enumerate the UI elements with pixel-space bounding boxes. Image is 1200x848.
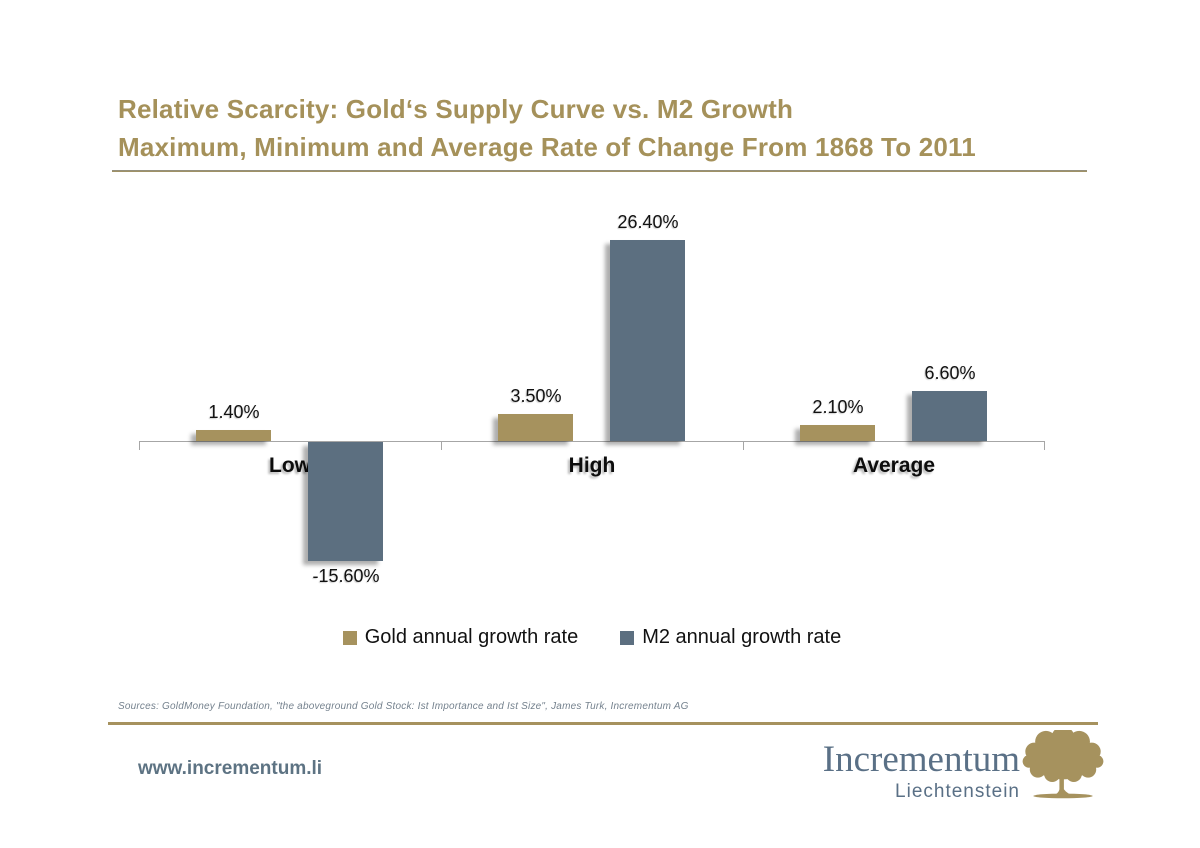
company-logo: Incrementum Liechtenstein xyxy=(823,740,1020,803)
bar-m2-high xyxy=(610,240,685,441)
page-title: Relative Scarcity: Gold‘s Supply Curve v… xyxy=(118,90,1098,166)
bar-chart: Low 1.40% -15.60% High 3.50% 26.40% Average 2.1… xyxy=(139,190,1045,600)
bar-m2-average xyxy=(912,390,987,441)
legend-label-gold: Gold annual growth rate xyxy=(364,626,579,648)
category-label-average: Average xyxy=(852,454,936,477)
bar-gold-low xyxy=(196,430,271,441)
axis-tick xyxy=(743,442,744,450)
category-label-low: Low xyxy=(269,454,311,477)
bar-gold-average xyxy=(800,425,875,441)
legend-item-gold: Gold annual growth rate xyxy=(342,626,579,649)
tree-icon xyxy=(1022,726,1104,800)
m2-series-swatch xyxy=(620,630,635,645)
chart-legend: Gold annual growth rate M2 annual growth… xyxy=(139,626,1045,649)
legend-item-m2: M2 annual growth rate xyxy=(620,626,841,649)
category-label-high: High xyxy=(568,454,616,477)
title-underline xyxy=(112,170,1087,172)
bar-gold-high xyxy=(498,414,573,441)
axis-tick xyxy=(139,442,140,450)
data-label-m2-average: 6.60% xyxy=(924,362,976,383)
data-label-gold-high: 3.50% xyxy=(510,386,562,407)
logo-name: Incrementum xyxy=(822,739,1020,780)
title-line-2: Maximum, Minimum and Average Rate of Cha… xyxy=(118,132,976,162)
website-url: www.incrementum.li xyxy=(138,758,323,779)
data-label-m2-high: 26.40% xyxy=(617,212,679,233)
logo-subtitle: Liechtenstein xyxy=(895,781,1020,802)
data-label-gold-low: 1.40% xyxy=(208,402,260,423)
title-line-1: Relative Scarcity: Gold‘s Supply Curve v… xyxy=(118,94,794,124)
footer-divider xyxy=(108,722,1098,725)
axis-tick xyxy=(1044,442,1045,450)
legend-label-m2: M2 annual growth rate xyxy=(642,626,842,648)
data-label-gold-average: 2.10% xyxy=(812,397,864,418)
bar-m2-low xyxy=(308,442,383,561)
gold-series-swatch xyxy=(342,630,357,645)
data-label-m2-low: -15.60% xyxy=(312,565,380,586)
axis-tick xyxy=(441,442,442,450)
sources-note: Sources: GoldMoney Foundation, "the abov… xyxy=(118,701,689,712)
x-axis xyxy=(139,441,1045,442)
